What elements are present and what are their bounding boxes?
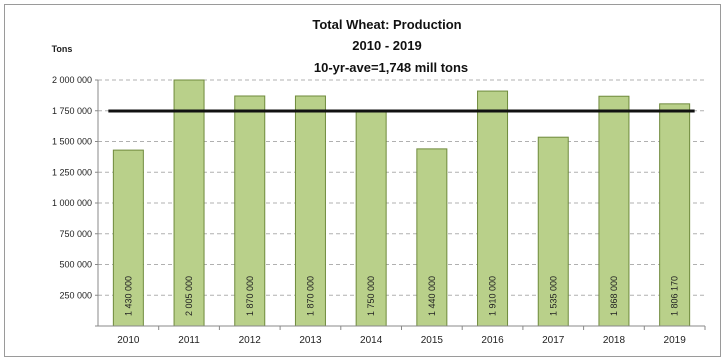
x-tick-label: 2017 [542,335,565,346]
chart-subtitle: 2010 - 2019 [352,38,421,53]
data-label: 1 870 000 [305,276,315,316]
axes: 250 000 500 000 750 000 1 000 000 1 250 000 1… [52,75,706,346]
y-tick-label: 1 500 000 [52,137,92,147]
y-tick-label: 2 000 000 [52,75,92,85]
data-label: 1 430 000 [123,276,133,316]
bar [234,95,266,327]
x-tick-label: 2019 [664,335,687,346]
y-tick-label: 1 750 000 [52,106,92,116]
data-label: 1 910 000 [488,276,498,316]
data-label: 1 535 000 [548,276,558,316]
x-tick-label: 2012 [239,335,262,346]
bar [598,95,630,327]
bar [537,136,569,327]
average-annotation: 10-yr-ave=1,748 mill tons [314,60,468,75]
x-tick-label: 2010 [117,335,140,346]
y-tick-label: 1 250 000 [52,167,92,177]
x-tick-label: 2018 [603,335,626,346]
chart-title: Total Wheat: Production [312,17,461,32]
y-tick-label: 1 000 000 [52,198,92,208]
data-label: 1 870 000 [245,276,255,316]
data-label: 2 005 000 [184,276,194,316]
x-tick-label: 2015 [421,335,444,346]
data-label: 1 750 000 [366,276,376,316]
x-tick-label: 2014 [360,335,383,346]
bar [416,148,448,327]
data-label: 1 440 000 [427,276,437,316]
x-tick-label: 2016 [481,335,504,346]
y-tick-label: 750 000 [59,229,92,239]
x-tick-label: 2011 [178,335,200,346]
data-label: 1 868 000 [609,276,619,316]
bar [173,79,205,327]
y-axis-label: Tons [52,44,73,54]
bar [355,110,387,327]
y-tick-label: 250 000 [59,290,92,300]
bar [659,103,691,327]
bars: 1 430 000 2 005 000 1 870 000 1 870 000 1 75… [112,79,691,327]
y-tick-label: 500 000 [59,260,92,270]
x-tick-label: 2013 [299,335,322,346]
data-label: 1 806 170 [670,276,680,316]
